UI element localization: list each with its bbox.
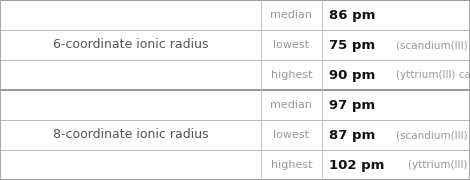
Text: (yttrium(III) cation): (yttrium(III) cation) xyxy=(396,70,470,80)
Text: lowest: lowest xyxy=(274,40,309,50)
Text: highest: highest xyxy=(271,70,312,80)
Text: 8-coordinate ionic radius: 8-coordinate ionic radius xyxy=(53,129,208,141)
Text: (yttrium(III) cation): (yttrium(III) cation) xyxy=(407,160,470,170)
Text: 102 pm: 102 pm xyxy=(329,159,384,172)
Text: 86 pm: 86 pm xyxy=(329,8,376,21)
Text: median: median xyxy=(270,10,313,20)
Text: 97 pm: 97 pm xyxy=(329,98,375,111)
Text: 75 pm: 75 pm xyxy=(329,39,375,51)
Text: (scandium(III) cation): (scandium(III) cation) xyxy=(396,130,470,140)
Text: 87 pm: 87 pm xyxy=(329,129,375,141)
Text: highest: highest xyxy=(271,160,312,170)
Text: lowest: lowest xyxy=(274,130,309,140)
Text: (scandium(III) cation): (scandium(III) cation) xyxy=(396,40,470,50)
Text: 90 pm: 90 pm xyxy=(329,69,375,82)
Text: median: median xyxy=(270,100,313,110)
Text: 6-coordinate ionic radius: 6-coordinate ionic radius xyxy=(53,39,208,51)
